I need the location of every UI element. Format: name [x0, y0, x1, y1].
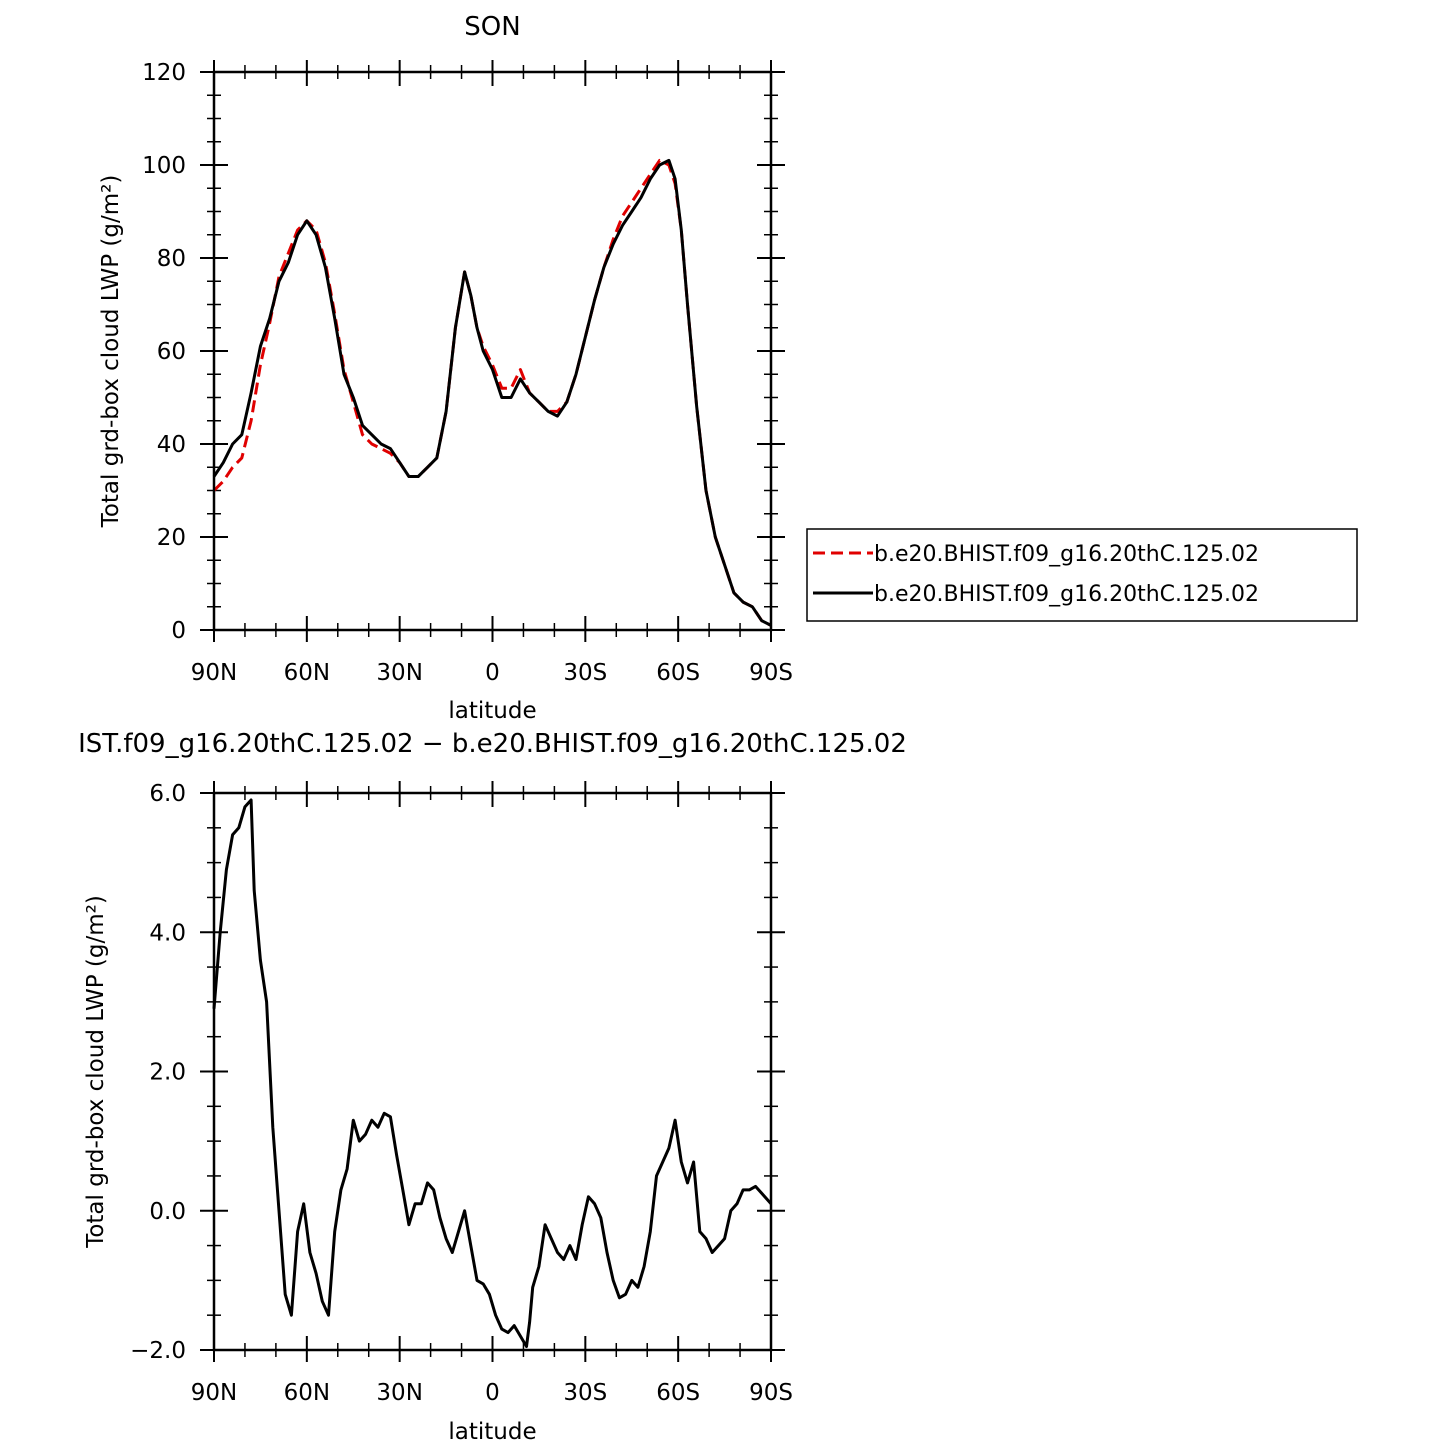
x-tick-label: 0 [485, 660, 500, 686]
y-tick-label: 4.0 [149, 920, 186, 946]
series-line-solid [212, 158, 772, 627]
series-line-dashed [212, 158, 772, 627]
x-axis-label: latitude [448, 1419, 536, 1445]
y-axis-label: Total grd-box cloud LWP (g/m²) [83, 895, 109, 1249]
legend-entry-label: b.e20.BHIST.f09_g16.20thC.125.02 [874, 542, 1259, 567]
legend-entry-label: b.e20.BHIST.f09_g16.20thC.125.02 [874, 582, 1259, 607]
x-tick-label: 30S [563, 660, 607, 686]
y-tick-label: 120 [142, 60, 186, 86]
x-tick-label: 90S [749, 660, 793, 686]
x-tick-label: 30N [376, 1380, 422, 1406]
series-group [212, 158, 772, 627]
ticks: 90N 60N 30N 0 30S 60S 90S 0 20 40 60 80 100 120 [142, 60, 793, 686]
bottom-chart: IST.f09_g16.20thC.125.02 − b.e20.BHIST.f… [78, 729, 907, 1445]
x-tick-label: 90S [749, 1380, 793, 1406]
y-tick-label: 6.0 [149, 781, 186, 807]
y-tick-label: −2.0 [130, 1338, 186, 1364]
x-tick-label: 0 [485, 1380, 500, 1406]
y-tick-label: 80 [157, 246, 186, 272]
x-axis-label: latitude [448, 698, 536, 724]
chart-title: SON [464, 12, 520, 42]
top-chart: SON 90N 60N 30N 0 30S 60S 90S 0 20 40 60 80 100 120 l… [98, 12, 1358, 724]
x-tick-label: 30N [376, 660, 422, 686]
x-tick-label: 60S [656, 660, 700, 686]
y-axis-label: Total grd-box cloud LWP (g/m²) [98, 175, 124, 529]
y-tick-label: 100 [142, 153, 186, 179]
x-tick-label: 60N [284, 660, 330, 686]
x-tick-label: 90N [191, 1380, 237, 1406]
y-tick-label: 60 [157, 339, 186, 365]
series-line-solid [212, 798, 773, 1348]
legend: b.e20.BHIST.f09_g16.20thC.125.02 b.e20.B… [806, 528, 1358, 622]
y-tick-label: 2.0 [149, 1060, 186, 1086]
y-tick-label: 0.0 [149, 1199, 186, 1225]
ticks: 90N 60N 30N 0 30S 60S 90S −2.0 0.0 2.0 4.0 6.0 [130, 781, 793, 1406]
legend-box [806, 528, 1358, 622]
series-group [212, 798, 773, 1348]
x-tick-label: 30S [563, 1380, 607, 1406]
plot-frame [212, 70, 773, 632]
chart-title: IST.f09_g16.20thC.125.02 − b.e20.BHIST.f… [78, 729, 907, 759]
y-tick-label: 0 [171, 618, 186, 644]
x-tick-label: 60S [656, 1380, 700, 1406]
y-tick-label: 40 [157, 432, 186, 458]
x-tick-label: 60N [284, 1380, 330, 1406]
plot-frame [212, 791, 773, 1352]
y-tick-label: 20 [157, 525, 186, 551]
x-tick-label: 90N [191, 660, 237, 686]
